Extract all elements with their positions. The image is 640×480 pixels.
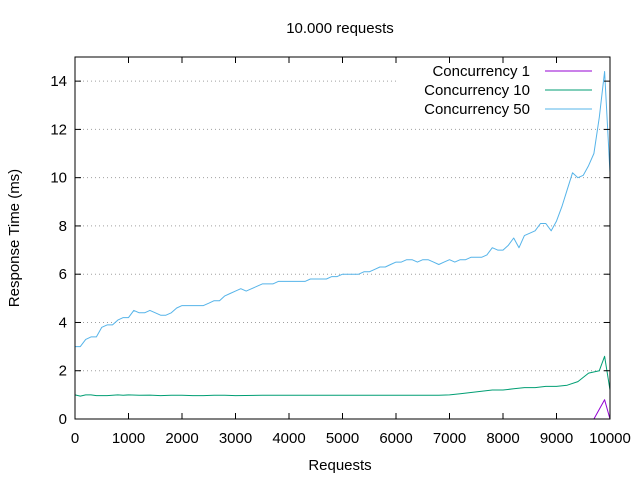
y-axis-label: Response Time (ms) <box>6 169 23 307</box>
x-tick-label: 2000 <box>165 430 198 447</box>
x-tick-label: 9000 <box>540 430 573 447</box>
x-tick-label: 10000 <box>589 430 631 447</box>
x-tick-label: 3000 <box>219 430 252 447</box>
x-tick-label: 4000 <box>272 430 305 447</box>
y-tick-label: 0 <box>59 411 67 428</box>
x-tick-label: 8000 <box>486 430 519 447</box>
x-tick-label: 7000 <box>433 430 466 447</box>
y-tick-label: 12 <box>50 121 67 138</box>
y-axis-ticks: 0 2 4 6 8 10 12 14 <box>50 73 610 428</box>
y-tick-label: 4 <box>59 314 67 331</box>
y-tick-label: 6 <box>59 266 67 283</box>
legend-label-concurrency-10: Concurrency 10 <box>424 82 530 99</box>
x-axis-label: Requests <box>308 457 371 474</box>
x-tick-label: 5000 <box>326 430 359 447</box>
x-tick-label: 6000 <box>379 430 412 447</box>
y-tick-label: 8 <box>59 218 67 235</box>
series-lines <box>74 71 611 420</box>
chart-title: 10.000 requests <box>286 20 394 37</box>
series-line-concurrency-10 <box>74 355 611 397</box>
y-tick-label: 14 <box>50 73 67 90</box>
y-tick-label: 2 <box>59 363 67 380</box>
legend-label-concurrency-50: Concurrency 50 <box>424 101 530 118</box>
x-axis-ticks: 0 1000 2000 3000 4000 5000 6000 7000 8000 9000 100… <box>71 57 631 447</box>
y-tick-label: 10 <box>50 170 67 187</box>
x-tick-label: 1000 <box>112 430 145 447</box>
legend: Concurrency 1 Concurrency 10 Concurrency 5… <box>424 63 592 118</box>
grid-lines <box>75 80 610 372</box>
x-tick-label: 0 <box>71 430 79 447</box>
legend-label-concurrency-1: Concurrency 1 <box>432 63 530 80</box>
series-line-concurrency-50 <box>75 71 611 348</box>
